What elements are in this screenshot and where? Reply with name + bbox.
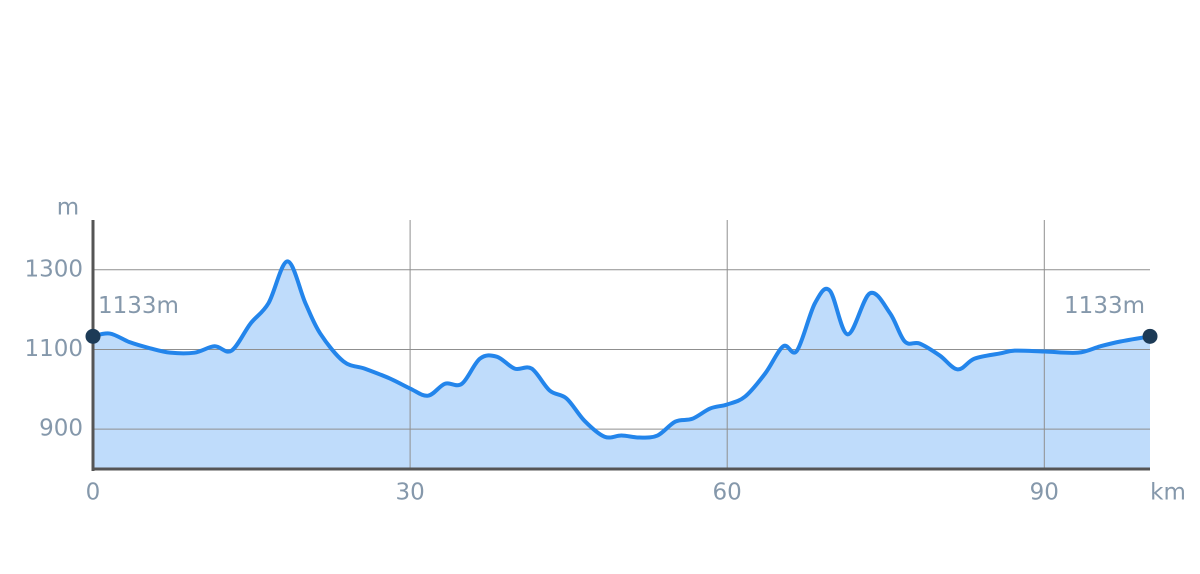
endpoint-label: 1133m	[1064, 293, 1145, 319]
area-fill	[93, 261, 1150, 469]
elevation-line	[92, 259, 1151, 440]
y-tick-label: 900	[39, 416, 83, 442]
x-tick-label: 30	[395, 480, 424, 506]
x-tick-label: 90	[1030, 480, 1059, 506]
y-tick-label: 1100	[24, 336, 83, 362]
x-tick-label: 0	[86, 480, 101, 506]
endpoint-label: 1133m	[98, 293, 179, 319]
y-axis-label: m	[57, 195, 79, 221]
endpoint-marker	[85, 328, 101, 344]
y-tick-label: 1300	[24, 256, 83, 282]
x-tick-label: 60	[713, 480, 742, 506]
endpoint-marker	[1142, 328, 1158, 344]
x-axis-label: km	[1150, 480, 1186, 506]
